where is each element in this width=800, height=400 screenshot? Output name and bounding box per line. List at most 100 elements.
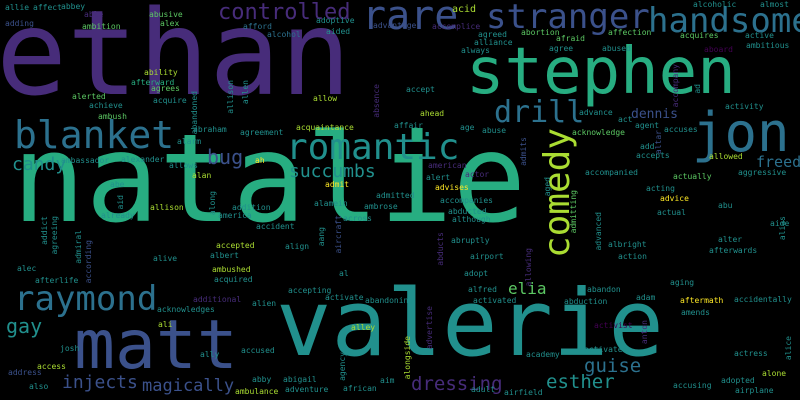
word: access — [37, 362, 66, 371]
word: acquire — [153, 96, 187, 105]
word: acquires — [680, 31, 719, 40]
word: affect — [33, 3, 62, 12]
word: natalie — [12, 108, 527, 250]
word: adding — [5, 19, 34, 28]
word: rare — [362, 0, 459, 39]
word: alliance — [474, 38, 513, 47]
word: injects — [62, 372, 138, 393]
word: ally — [200, 350, 220, 359]
word: accusing — [673, 381, 712, 390]
word: adult — [471, 385, 496, 394]
word: afterwards — [709, 246, 758, 255]
word: raymond — [14, 279, 158, 319]
word: academy — [526, 350, 560, 359]
word: aided — [326, 27, 351, 36]
word: admit — [325, 180, 350, 189]
word: alcohol — [267, 30, 301, 39]
word: african — [343, 384, 377, 393]
word: agreeing — [50, 216, 59, 255]
word: aid — [116, 195, 125, 210]
word: allowing — [524, 248, 533, 287]
word: admitting — [569, 190, 578, 234]
word: abu — [718, 201, 733, 210]
word: america — [218, 211, 252, 220]
word: ah — [255, 156, 265, 165]
word: ahead — [420, 109, 445, 118]
word: handsome — [648, 1, 800, 41]
word: accidentally — [734, 295, 792, 304]
word: alone — [762, 369, 787, 378]
word: aftermath — [680, 296, 724, 305]
word: agreement — [240, 128, 284, 137]
word: accepting — [288, 286, 332, 295]
word: ability — [144, 68, 178, 77]
word: activate — [325, 293, 364, 302]
word: afford — [243, 22, 272, 31]
word: aging — [670, 278, 695, 287]
word: allison — [226, 80, 235, 114]
word: admits — [519, 137, 528, 166]
word: guise — [584, 355, 642, 377]
word: amends — [681, 308, 710, 317]
word: activates — [584, 345, 628, 354]
word: alex — [160, 19, 180, 28]
word: alias — [778, 216, 787, 241]
word: matt — [74, 306, 238, 385]
word: actually — [673, 172, 712, 181]
word: josh — [60, 344, 80, 353]
word: ambassador — [61, 156, 110, 165]
word: alongside — [403, 336, 412, 380]
word: abuse — [482, 126, 507, 135]
word: ambitious — [746, 41, 790, 50]
word: allison — [150, 203, 184, 212]
word: accuses — [664, 125, 698, 134]
word: absence — [372, 84, 381, 118]
word: almost — [760, 0, 789, 9]
word: according — [84, 240, 93, 284]
word: alamein — [314, 199, 348, 208]
word: romantic — [286, 127, 460, 168]
word: dressing — [411, 373, 503, 395]
word: valerie — [276, 270, 664, 377]
word: align — [285, 242, 310, 251]
word: alerted — [72, 92, 106, 101]
word: acquaintance — [296, 123, 354, 132]
word: aboard — [704, 45, 733, 54]
word: also — [29, 382, 49, 391]
word: blanket — [14, 113, 175, 157]
word: abortion — [521, 28, 560, 37]
word: freed — [756, 153, 800, 171]
word: abigail — [283, 375, 317, 384]
word: aircraft — [334, 215, 343, 254]
word: across — [343, 214, 372, 223]
word: acting — [646, 184, 675, 193]
word: additional — [193, 295, 242, 304]
word: magically — [142, 376, 235, 396]
word: controlled — [218, 0, 351, 25]
word: accompanied — [585, 168, 638, 177]
word: airport — [470, 252, 504, 261]
word: although — [452, 215, 491, 224]
word: alec — [17, 264, 37, 273]
word: albert — [210, 251, 239, 260]
word: admiral — [74, 230, 83, 264]
word: advises — [435, 183, 469, 192]
word: albright — [608, 240, 647, 249]
word: succumbs — [289, 161, 376, 182]
word: abusive — [149, 10, 183, 19]
word: acquired — [214, 275, 253, 284]
word: abraham — [193, 125, 227, 134]
word: ambush — [98, 112, 127, 121]
word: afterward — [131, 78, 175, 87]
word: advance — [579, 108, 613, 117]
word: alert — [426, 173, 451, 182]
word: ali — [158, 320, 173, 329]
word: active — [745, 31, 774, 40]
word: always — [461, 46, 490, 55]
word: alley — [351, 323, 376, 332]
word: aang — [317, 227, 326, 247]
word: activist — [594, 321, 633, 330]
word: abducted — [448, 207, 487, 216]
word: agrees — [151, 84, 180, 93]
